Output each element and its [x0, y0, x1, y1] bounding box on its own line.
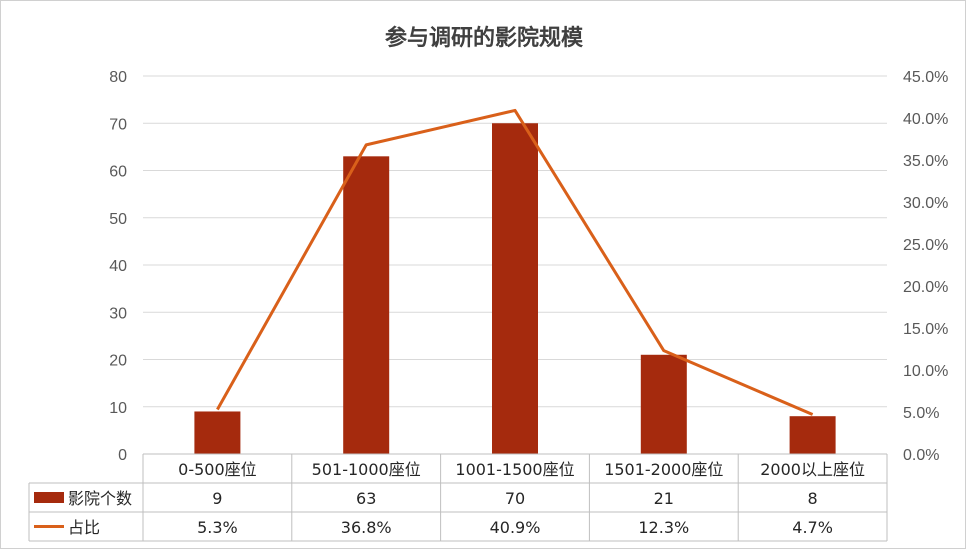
right-tick-label: 30.0% [903, 195, 948, 212]
left-tick-label: 0 [118, 447, 127, 464]
right-tick-label: 35.0% [903, 153, 948, 170]
line-series [216, 108, 814, 416]
right-tick-label: 0.0% [903, 447, 939, 464]
bar [789, 416, 836, 454]
series-name: 影院个数 [68, 489, 132, 508]
right-tick-label: 15.0% [903, 321, 948, 338]
left-tick-label: 30 [109, 305, 127, 322]
category-label: 0-500座位 [178, 460, 257, 479]
series-name: 占比 [68, 518, 100, 537]
table-value: 40.9% [490, 518, 541, 537]
category-label: 1001-1500座位 [455, 460, 574, 479]
left-tick-label: 80 [109, 69, 127, 86]
table-value: 63 [356, 489, 376, 508]
category-label: 501-1000座位 [312, 460, 421, 479]
table-value: 4.7% [792, 518, 833, 537]
bar-series [194, 123, 836, 454]
left-tick-label: 40 [109, 258, 127, 275]
left-axis: 0 10 20 30 40 50 60 70 80 [109, 69, 127, 464]
table-value: 36.8% [341, 518, 392, 537]
right-axis: 0.0% 5.0% 10.0% 15.0% 20.0% 25.0% 30.0% 35.0% 40… [903, 69, 948, 464]
data-table: 0-500座位 501-1000座位 1001-1500座位 1501-2000座位 2… [28, 453, 888, 542]
category-label: 2000以上座位 [760, 460, 865, 479]
table-value: 9 [212, 489, 222, 508]
left-tick-label: 60 [109, 164, 127, 181]
bar [194, 411, 241, 454]
table-value: 12.3% [638, 518, 689, 537]
table-value: 70 [505, 489, 525, 508]
right-tick-label: 20.0% [903, 279, 948, 296]
right-tick-label: 5.0% [903, 405, 939, 422]
table-value: 5.3% [197, 518, 238, 537]
table-value: 21 [654, 489, 674, 508]
right-tick-label: 45.0% [903, 69, 948, 86]
right-tick-label: 40.0% [903, 111, 948, 128]
left-tick-label: 70 [109, 116, 127, 133]
left-tick-label: 20 [109, 353, 127, 370]
legend-key-bar [34, 492, 64, 503]
bar [640, 354, 687, 454]
left-tick-label: 10 [109, 400, 127, 417]
chart-title: 参与调研的影院规模 [385, 25, 584, 51]
category-label: 1501-2000座位 [604, 460, 723, 479]
bar [343, 156, 390, 454]
line-path [216, 108, 814, 416]
right-tick-label: 10.0% [903, 363, 948, 380]
left-tick-label: 50 [109, 211, 127, 228]
table-value: 8 [808, 489, 818, 508]
bar [492, 123, 538, 454]
right-tick-label: 25.0% [903, 237, 948, 254]
